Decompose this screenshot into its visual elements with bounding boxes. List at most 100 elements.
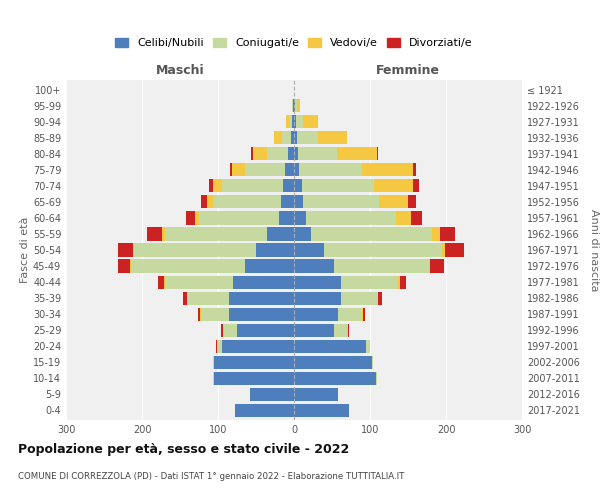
Bar [298, 147, 337, 160]
Bar [165, 228, 268, 240]
Bar [294, 147, 298, 160]
Bar [362, 308, 363, 320]
Bar [338, 308, 362, 320]
Bar [379, 292, 382, 304]
Bar [341, 276, 398, 288]
Bar [348, 324, 349, 337]
Bar [294, 180, 302, 192]
Bar [285, 163, 294, 176]
Bar [223, 324, 237, 337]
Bar [237, 324, 294, 337]
Y-axis label: Anni di nascita: Anni di nascita [589, 209, 599, 291]
Bar [251, 147, 253, 160]
Bar [200, 196, 206, 208]
Bar [288, 147, 294, 160]
Bar [294, 196, 303, 208]
Bar [302, 180, 374, 192]
Bar [311, 228, 433, 240]
Bar [200, 308, 229, 320]
Bar [363, 308, 365, 320]
Bar [118, 260, 130, 272]
Bar [400, 276, 406, 288]
Bar [341, 292, 377, 304]
Bar [297, 99, 300, 112]
Bar [131, 260, 245, 272]
Bar [306, 212, 396, 224]
Bar [279, 212, 294, 224]
Bar [212, 180, 222, 192]
Bar [442, 244, 445, 256]
Bar [377, 292, 379, 304]
Bar [347, 324, 348, 337]
Bar [337, 147, 377, 160]
Bar [217, 340, 218, 353]
Bar [291, 131, 294, 144]
Bar [214, 356, 294, 369]
Bar [299, 163, 362, 176]
Bar [292, 99, 293, 112]
Bar [377, 147, 379, 160]
Bar [295, 99, 297, 112]
Bar [297, 131, 319, 144]
Bar [222, 340, 294, 353]
Bar [294, 388, 338, 401]
Bar [430, 260, 444, 272]
Bar [293, 99, 294, 112]
Bar [294, 163, 299, 176]
Bar [362, 163, 413, 176]
Bar [294, 276, 341, 288]
Bar [158, 276, 164, 288]
Bar [212, 196, 281, 208]
Bar [164, 276, 165, 288]
Bar [294, 340, 366, 353]
Bar [245, 163, 285, 176]
Bar [294, 324, 334, 337]
Y-axis label: Fasce di età: Fasce di età [20, 217, 30, 283]
Bar [294, 131, 297, 144]
Bar [212, 356, 214, 369]
Bar [292, 115, 294, 128]
Bar [303, 196, 379, 208]
Bar [118, 244, 133, 256]
Bar [195, 212, 199, 224]
Bar [433, 228, 440, 240]
Bar [186, 212, 195, 224]
Bar [230, 163, 232, 176]
Bar [245, 260, 294, 272]
Bar [294, 292, 341, 304]
Bar [334, 324, 347, 337]
Bar [266, 147, 288, 160]
Bar [222, 180, 283, 192]
Bar [379, 196, 408, 208]
Bar [250, 388, 294, 401]
Bar [413, 163, 416, 176]
Bar [253, 147, 266, 160]
Bar [187, 292, 188, 304]
Bar [274, 131, 282, 144]
Bar [130, 260, 131, 272]
Bar [232, 163, 245, 176]
Bar [283, 180, 294, 192]
Bar [294, 356, 371, 369]
Bar [294, 372, 376, 385]
Bar [376, 372, 377, 385]
Bar [296, 115, 303, 128]
Bar [371, 356, 373, 369]
Bar [294, 99, 295, 112]
Bar [413, 180, 419, 192]
Bar [334, 260, 428, 272]
Bar [183, 292, 187, 304]
Bar [428, 260, 430, 272]
Bar [398, 276, 400, 288]
Legend: Celibi/Nubili, Coniugati/e, Vedovi/e, Divorziati/e: Celibi/Nubili, Coniugati/e, Vedovi/e, Di… [112, 34, 476, 51]
Bar [134, 244, 256, 256]
Bar [281, 196, 294, 208]
Text: COMUNE DI CORREZZOLA (PD) - Dati ISTAT 1° gennaio 2022 - Elaborazione TUTTITALIA: COMUNE DI CORREZZOLA (PD) - Dati ISTAT 1… [18, 472, 404, 481]
Bar [133, 244, 134, 256]
Bar [146, 228, 162, 240]
Bar [218, 340, 222, 353]
Text: Popolazione per età, sesso e stato civile - 2022: Popolazione per età, sesso e stato civil… [18, 442, 349, 456]
Bar [214, 372, 294, 385]
Bar [256, 244, 294, 256]
Bar [303, 115, 319, 128]
